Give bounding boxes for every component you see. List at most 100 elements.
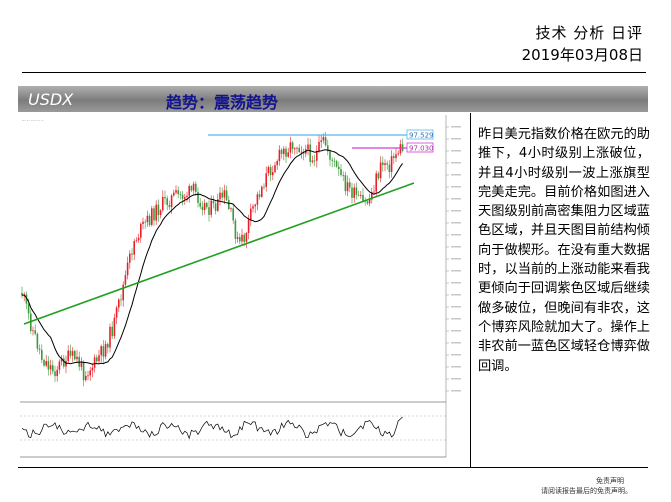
candle-body: [120, 299, 122, 301]
candle-body: [223, 190, 226, 198]
candle-body: [76, 356, 78, 360]
candle-body: [91, 367, 94, 371]
candle-body: [144, 221, 146, 223]
candle-body: [230, 208, 232, 210]
candle-body: [104, 343, 107, 357]
candle-body: [181, 194, 184, 199]
candle-body: [155, 204, 157, 221]
candle-body: [137, 237, 140, 241]
candle-body: [32, 330, 34, 332]
candle-body: [355, 187, 358, 195]
candle-body: [115, 307, 118, 318]
candle-body: [118, 299, 120, 308]
header-divider: [22, 72, 646, 73]
candle-body: [67, 350, 69, 361]
candle-body: [133, 241, 135, 255]
candle-body: [386, 163, 388, 165]
candle-body: [179, 194, 182, 195]
candle-body: [34, 330, 36, 334]
candle-body: [254, 204, 256, 207]
candle-body: [228, 199, 230, 209]
candle-body: [98, 355, 100, 362]
candle-body: [276, 161, 278, 166]
oscillator-line: [21, 416, 403, 440]
candle-body: [210, 200, 212, 215]
candle-body: [219, 192, 221, 200]
candle-body: [126, 262, 129, 276]
candle-body: [382, 162, 384, 165]
candle-body: [329, 151, 331, 160]
candle-body: [263, 186, 265, 188]
candle-body: [274, 165, 276, 173]
moving-average-line: [21, 149, 404, 365]
disclaimer-title: 免责声明: [596, 477, 624, 485]
candle-body: [340, 169, 342, 175]
candle-body: [166, 198, 168, 205]
price-axis-tick-text: [451, 210, 461, 212]
candle-body: [54, 371, 56, 377]
candle-body: [287, 152, 289, 157]
candle-body: [159, 210, 162, 216]
candle-body: [142, 221, 144, 224]
candle-body: [313, 160, 316, 162]
candle-body: [162, 197, 164, 211]
candle-body: [221, 192, 223, 198]
candle-body: [395, 154, 397, 159]
candle-body: [151, 208, 153, 225]
candle-body: [131, 253, 133, 255]
candle-body: [173, 192, 175, 196]
price-tag-97030: 97.030: [406, 142, 434, 153]
candle-body: [186, 195, 188, 197]
candle-body: [214, 203, 217, 211]
price-axis-tick-text: [451, 222, 461, 224]
candle-body: [85, 375, 87, 381]
report-title: 技术 分析 日评: [535, 24, 643, 42]
candle-body: [52, 365, 54, 372]
candle-body: [96, 357, 98, 362]
candle-body: [283, 148, 285, 155]
candle-body: [327, 145, 329, 152]
candle-body: [74, 351, 76, 360]
candle-body: [49, 365, 52, 370]
candle-body: [217, 199, 219, 211]
candle-body: [168, 205, 171, 208]
section-band: USDX 趋势：震荡趋势: [18, 86, 648, 112]
candle-body: [124, 275, 127, 285]
candle-body: [318, 141, 320, 151]
candle-body: [135, 240, 138, 242]
price-axis-tick-text: [451, 366, 461, 368]
candle-body: [353, 187, 355, 198]
candle-body: [239, 237, 241, 242]
candle-body: [195, 183, 197, 192]
report-date: 2019年03月08日: [521, 46, 643, 64]
candle-body: [250, 208, 252, 220]
candle-body: [201, 206, 204, 210]
support-trendline: [23, 182, 415, 325]
candle-body: [371, 192, 373, 200]
price-axis-tick-text: [451, 258, 461, 260]
candle-body: [113, 317, 116, 337]
candle-body: [100, 346, 102, 356]
candle-body: [261, 186, 263, 197]
price-tag-label-1: 97.529: [409, 131, 434, 139]
price-axis-tick-text: [451, 126, 461, 128]
trend-label: 趋势：震荡趋势: [166, 93, 279, 112]
candle-body: [225, 190, 228, 200]
candle-body: [102, 346, 105, 357]
candle-body: [300, 151, 303, 153]
chart-background: [18, 113, 465, 463]
candle-body: [122, 284, 124, 301]
candle-body: [298, 147, 300, 152]
candle-body: [291, 142, 294, 150]
candle-body: [316, 150, 318, 161]
candle-body: [63, 358, 65, 367]
candle-body: [269, 167, 272, 176]
candle-body: [111, 326, 113, 337]
candle-body: [338, 166, 340, 170]
candle-body: [25, 294, 28, 304]
candle-body: [45, 361, 47, 366]
candle-body: [333, 160, 336, 162]
candle-body: [232, 208, 234, 221]
candle-body: [393, 156, 395, 159]
candle-body: [285, 148, 287, 157]
